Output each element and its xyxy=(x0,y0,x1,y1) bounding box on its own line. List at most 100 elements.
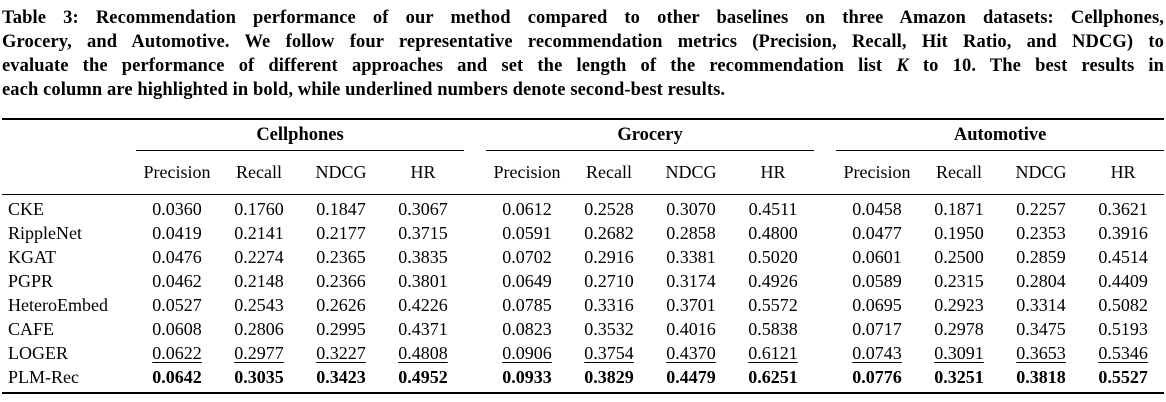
caption-line-1: Table 3: Recommendation performance of o… xyxy=(2,6,1164,30)
column-gap xyxy=(464,341,486,365)
metric-value: 0.2177 xyxy=(316,222,366,243)
col-header-ndcg: NDCG xyxy=(1000,150,1083,195)
metric-value: 0.4926 xyxy=(748,270,798,291)
metric-value: 0.0476 xyxy=(152,246,202,267)
metric-value: 0.2859 xyxy=(1016,246,1066,267)
metric-value: 0.2365 xyxy=(316,246,366,267)
metric-value: 0.3754 xyxy=(584,342,634,363)
metric-value: 0.2995 xyxy=(316,318,366,339)
col-header-recall: Recall xyxy=(218,150,300,195)
metric-value: 0.0458 xyxy=(852,198,902,219)
caption-line-4: each column are highlighted in bold, whi… xyxy=(2,78,1164,102)
column-gap xyxy=(814,195,836,222)
column-gap xyxy=(464,293,486,317)
metric-value: 0.3532 xyxy=(584,318,634,339)
metric-value: 0.4016 xyxy=(666,318,716,339)
dataset-header-row: Cellphones Grocery Automotive xyxy=(2,119,1165,151)
metric-value: 0.2916 xyxy=(584,246,634,267)
metric-value: 0.4511 xyxy=(748,198,798,219)
table-row: CKE 0.0360 0.1760 0.1847 0.3067 0.0612 0.2528 0… xyxy=(2,195,1164,222)
metric-value: 0.3715 xyxy=(398,222,448,243)
table-row: LOGER 0.0622 0.2977 0.3227 0.4808 0.0906 0.375… xyxy=(2,341,1164,365)
table-row: RippleNet 0.0419 0.2141 0.2177 0.3715 0.0591 0… xyxy=(2,221,1164,245)
method-name: PLM-Rec xyxy=(8,366,79,387)
metric-value: 0.1847 xyxy=(316,198,366,219)
metric-value: 0.3475 xyxy=(1016,318,1066,339)
metric-value: 0.3835 xyxy=(398,246,448,267)
table-row: KGAT 0.0476 0.2274 0.2365 0.3835 0.0702 0.2916… xyxy=(2,245,1164,269)
metric-value: 0.2141 xyxy=(234,222,284,243)
table-caption: Table 3: Recommendation performance of o… xyxy=(2,6,1164,102)
col-header-hr: HR xyxy=(1082,150,1165,195)
metric-value: 0.0477 xyxy=(852,222,902,243)
caption-text: to 10. The best results in xyxy=(908,56,1164,76)
metric-value: 0.1950 xyxy=(934,222,984,243)
method-name: RippleNet xyxy=(8,222,82,243)
column-gap xyxy=(814,150,837,195)
metric-value: 0.0906 xyxy=(502,342,552,363)
column-gap xyxy=(464,269,486,293)
metric-value: 0.2353 xyxy=(1016,222,1066,243)
column-gap xyxy=(814,245,836,269)
metric-value: 0.0622 xyxy=(152,342,202,363)
metric-value: 0.3091 xyxy=(934,342,984,363)
math-variable-k: K xyxy=(896,56,909,76)
metric-value: 0.2315 xyxy=(934,270,984,291)
metric-value: 0.0823 xyxy=(502,318,552,339)
col-header-recall: Recall xyxy=(568,150,651,195)
metric-value: 0.2366 xyxy=(316,270,366,291)
caption-line-2: Grocery, and Automotive. We follow four … xyxy=(2,30,1164,54)
column-gap xyxy=(814,341,836,365)
metric-value: 0.2500 xyxy=(934,246,984,267)
metric-value: 0.0608 xyxy=(152,318,202,339)
method-name: KGAT xyxy=(8,246,56,267)
metric-value: 0.3251 xyxy=(934,366,984,387)
metric-value: 0.0612 xyxy=(502,198,552,219)
metric-value: 0.3423 xyxy=(316,366,366,387)
column-gap xyxy=(464,365,486,393)
metric-value: 0.0589 xyxy=(852,270,902,291)
metric-value: 0.3174 xyxy=(666,270,716,291)
metric-value: 0.2923 xyxy=(934,294,984,315)
metric-value: 0.2543 xyxy=(234,294,284,315)
metric-value: 0.3070 xyxy=(666,198,716,219)
column-gap xyxy=(814,293,836,317)
caption-text: each column are highlighted in bold, whi… xyxy=(2,80,726,100)
metric-value: 0.3653 xyxy=(1016,342,1066,363)
metric-value: 0.2257 xyxy=(1016,198,1066,219)
empty-corner-cell xyxy=(2,150,136,195)
metric-value: 0.1760 xyxy=(234,198,284,219)
metric-value: 0.3314 xyxy=(1016,294,1066,315)
metric-value: 0.0419 xyxy=(152,222,202,243)
metric-value: 0.3621 xyxy=(1098,198,1148,219)
metric-value: 0.4514 xyxy=(1098,246,1148,267)
metric-value: 0.4479 xyxy=(666,366,716,387)
metric-value: 0.3829 xyxy=(584,366,634,387)
metric-value: 0.0591 xyxy=(502,222,552,243)
metric-value: 0.0785 xyxy=(502,294,552,315)
metric-value: 0.3701 xyxy=(666,294,716,315)
method-name: HeteroEmbed xyxy=(8,294,108,315)
metric-value: 0.2710 xyxy=(584,270,634,291)
metric-value: 0.3801 xyxy=(398,270,448,291)
metric-value: 0.2274 xyxy=(234,246,284,267)
column-gap xyxy=(814,119,836,151)
metric-value: 0.0702 xyxy=(502,246,552,267)
metric-value: 0.5193 xyxy=(1098,318,1148,339)
col-header-hr: HR xyxy=(382,150,465,195)
table-row: HeteroEmbed 0.0527 0.2543 0.2626 0.4226 0.078… xyxy=(2,293,1164,317)
method-name: CKE xyxy=(8,198,44,219)
dataset-header-cellphones: Cellphones xyxy=(136,119,465,151)
metric-value: 0.4370 xyxy=(666,342,716,363)
col-header-ndcg: NDCG xyxy=(300,150,382,195)
metric-value: 0.6251 xyxy=(748,366,798,387)
caption-text: Table 3: Recommendation performance of o… xyxy=(2,8,1164,28)
metric-value: 0.0360 xyxy=(152,198,202,219)
metric-value: 0.0695 xyxy=(852,294,902,315)
metric-value: 0.3227 xyxy=(316,342,366,363)
metric-value: 0.3916 xyxy=(1098,222,1148,243)
metric-value: 0.0601 xyxy=(852,246,902,267)
column-gap xyxy=(464,245,486,269)
metric-value: 0.3316 xyxy=(584,294,634,315)
